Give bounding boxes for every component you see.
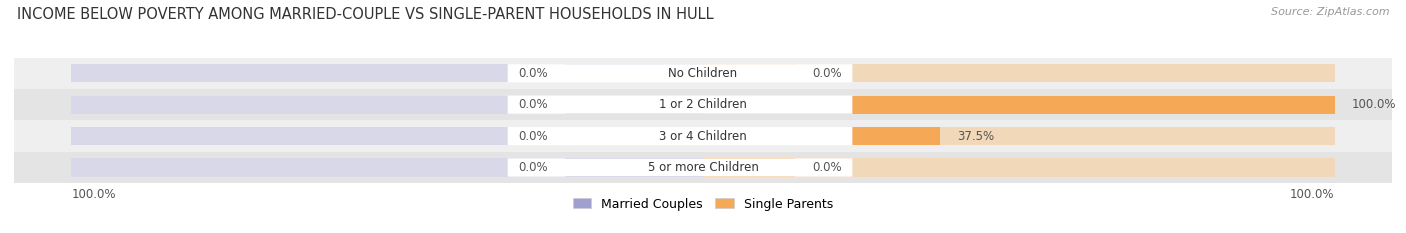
Bar (14, 89, 1392, 120)
Text: 0.0%: 0.0% (813, 67, 842, 80)
Text: 0.0%: 0.0% (519, 130, 548, 143)
Text: 100.0%: 100.0% (72, 188, 115, 201)
Text: 0.0%: 0.0% (519, 98, 548, 111)
Text: 0.0%: 0.0% (813, 161, 842, 174)
Text: 100.0%: 100.0% (1351, 98, 1396, 111)
Text: 37.5%: 37.5% (957, 130, 994, 143)
Bar (565, 127, 703, 145)
Text: 0.0%: 0.0% (519, 67, 548, 80)
Bar (14, 152, 1392, 183)
Bar (565, 158, 703, 177)
FancyBboxPatch shape (508, 158, 852, 177)
Bar (72, 158, 703, 177)
Bar (14, 120, 1392, 152)
Bar (72, 96, 703, 114)
Bar (565, 64, 703, 82)
Bar (703, 158, 1334, 177)
Legend: Married Couples, Single Parents: Married Couples, Single Parents (568, 192, 838, 216)
Bar (72, 127, 703, 145)
Text: No Children: No Children (668, 67, 738, 80)
Text: Source: ZipAtlas.com: Source: ZipAtlas.com (1271, 7, 1389, 17)
Text: 1 or 2 Children: 1 or 2 Children (659, 98, 747, 111)
Bar (703, 64, 1334, 82)
Text: INCOME BELOW POVERTY AMONG MARRIED-COUPLE VS SINGLE-PARENT HOUSEHOLDS IN HULL: INCOME BELOW POVERTY AMONG MARRIED-COUPL… (17, 7, 713, 22)
Bar (565, 96, 703, 114)
Bar (703, 96, 1334, 114)
FancyBboxPatch shape (508, 127, 852, 145)
Bar (72, 64, 703, 82)
Text: 100.0%: 100.0% (1291, 188, 1334, 201)
Bar (703, 96, 1334, 114)
Bar (703, 127, 1334, 145)
FancyBboxPatch shape (508, 64, 852, 82)
Bar (703, 127, 939, 145)
Bar (703, 158, 794, 177)
Bar (14, 58, 1392, 89)
Text: 0.0%: 0.0% (519, 161, 548, 174)
Text: 3 or 4 Children: 3 or 4 Children (659, 130, 747, 143)
FancyBboxPatch shape (508, 96, 852, 114)
Text: 5 or more Children: 5 or more Children (648, 161, 758, 174)
Bar (703, 64, 794, 82)
